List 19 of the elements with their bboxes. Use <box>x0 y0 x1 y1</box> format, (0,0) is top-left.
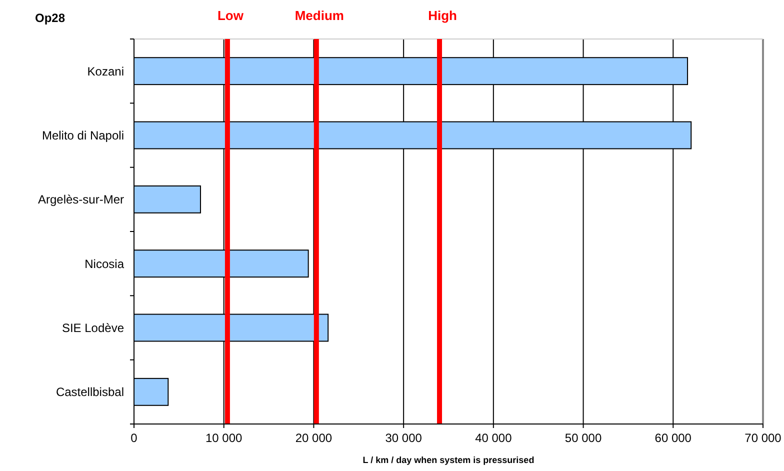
x-tick-label: 0 <box>130 431 138 445</box>
y-tick-label: Castellbisbal <box>56 385 124 400</box>
x-tick-label: 20 000 <box>295 431 332 445</box>
ref-line-label: Medium <box>294 8 344 23</box>
x-tick-label: 70 000 <box>744 431 782 445</box>
y-tick-label: Argelès-sur-Mer <box>38 192 124 207</box>
x-tick-label: 40 000 <box>475 431 512 445</box>
x-tick-label: 10 000 <box>206 431 243 445</box>
x-axis-title: L / km / day when system is pressurised <box>362 455 534 465</box>
y-tick-label: Melito di Napoli <box>42 128 124 142</box>
ref-line-label: Low <box>217 8 244 23</box>
y-tick-label: SIE Lodève <box>62 320 124 335</box>
x-tick-label: 30 000 <box>385 431 422 445</box>
x-tick-label: 60 000 <box>654 431 692 445</box>
chart-title: Op28 <box>34 11 66 25</box>
x-tick-label: 50 000 <box>564 431 602 445</box>
y-tick-label: Kozani <box>87 64 124 78</box>
y-tick-label: Nicosia <box>84 256 124 271</box>
ref-line-label: High <box>428 8 458 23</box>
